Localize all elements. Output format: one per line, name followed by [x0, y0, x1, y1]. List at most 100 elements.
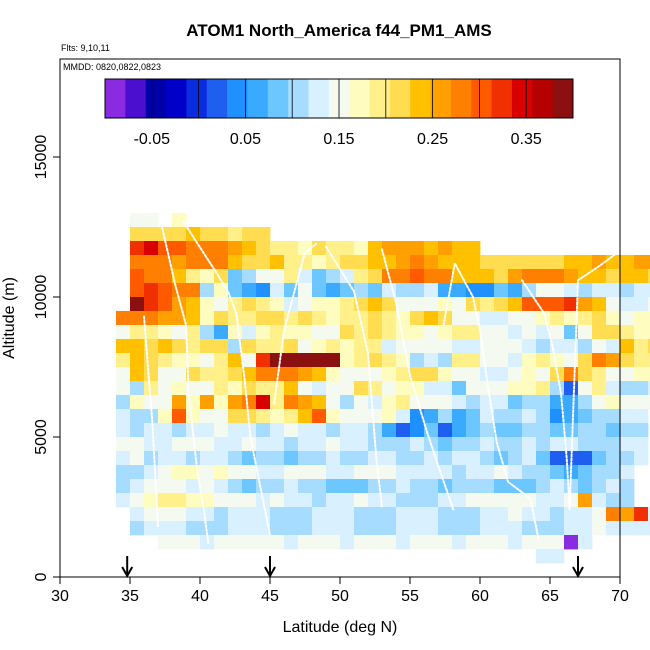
heatmap-cell — [214, 437, 229, 452]
heatmap-cell — [606, 367, 621, 382]
heatmap-cell — [200, 381, 215, 396]
colorbar-swatch — [227, 79, 248, 118]
heatmap-cell — [284, 437, 299, 452]
heatmap-cell — [256, 423, 271, 438]
heatmap-cell — [326, 339, 341, 354]
heatmap-cell — [634, 409, 649, 424]
flight-track — [381, 248, 455, 511]
heatmap-cell — [228, 493, 243, 508]
heatmap-cell — [270, 465, 285, 480]
heatmap-cell — [606, 507, 621, 522]
heatmap-cell — [494, 381, 509, 396]
heatmap-cell — [382, 409, 397, 424]
heatmap-cell — [144, 255, 159, 270]
heatmap-cell — [382, 479, 397, 494]
heatmap-cell — [312, 493, 327, 508]
heatmap-cell — [256, 367, 271, 382]
heatmap-cell — [606, 493, 621, 508]
heatmap-cell — [480, 507, 495, 522]
heatmap-cell — [312, 395, 327, 410]
heatmap-cell — [410, 535, 425, 550]
heatmap-cell — [606, 311, 621, 326]
heatmap-cell — [298, 535, 313, 550]
heatmap-cell — [284, 353, 299, 368]
heatmap-cell — [424, 521, 439, 536]
heatmap-cell — [592, 479, 607, 494]
heatmap-cell — [438, 535, 453, 550]
heatmap-cell — [186, 409, 201, 424]
heatmap-cell — [550, 507, 565, 522]
heatmap-cell — [116, 493, 131, 508]
heatmap-cell — [144, 381, 159, 396]
heatmap-cell — [158, 507, 173, 522]
heatmap-cell — [214, 395, 229, 410]
heatmap-cell — [186, 311, 201, 326]
heatmap-cell — [298, 367, 313, 382]
heatmap-cell — [368, 269, 383, 284]
heatmap-cell — [522, 451, 537, 466]
heatmap-cell — [354, 521, 369, 536]
heatmap-cell — [396, 269, 411, 284]
heatmap-cell — [382, 241, 397, 256]
heatmap-cell — [648, 255, 650, 270]
heatmap-cell — [522, 297, 537, 312]
colorbar-swatch — [369, 79, 391, 118]
heatmap-cell — [228, 409, 243, 424]
heatmap-cell — [144, 297, 159, 312]
heatmap-cell — [578, 353, 593, 368]
heatmap-cell — [606, 353, 621, 368]
heatmap-cell — [242, 353, 257, 368]
x-tick-label: 50 — [331, 588, 349, 605]
heatmap-cell — [228, 325, 243, 340]
heatmap-cell — [298, 255, 313, 270]
heatmap-cell — [480, 255, 495, 270]
heatmap-cell — [270, 423, 285, 438]
heatmap-cell — [200, 241, 215, 256]
heatmap-cell — [466, 521, 481, 536]
heatmap-cell — [550, 325, 565, 340]
heatmap-cell — [144, 367, 159, 382]
x-tick-label: 70 — [611, 588, 629, 605]
heatmap-cell — [116, 451, 131, 466]
flight-marker-arrow-icon — [121, 566, 134, 579]
flight-marker-arrow-icon — [264, 566, 276, 579]
heatmap-cell — [228, 353, 243, 368]
heatmap-cell — [452, 395, 467, 410]
heatmap-cell — [186, 451, 201, 466]
heatmap-cell — [186, 395, 201, 410]
heatmap-cell — [340, 269, 355, 284]
heatmap-cell — [410, 339, 425, 354]
heatmap-cell — [200, 325, 215, 340]
x-axis-label: Latitude (deg N) — [283, 619, 398, 636]
heatmap-cell — [186, 255, 201, 270]
heatmap-cell — [312, 423, 327, 438]
heatmap-cell — [382, 339, 397, 354]
heatmap-cell — [396, 395, 411, 410]
heatmap-cell — [508, 521, 523, 536]
heatmap-cell — [130, 353, 145, 368]
heatmap-cell — [578, 451, 593, 466]
heatmap-cell — [634, 353, 649, 368]
heatmap-cell — [214, 311, 229, 326]
heatmap-cell — [536, 535, 551, 550]
flight-marker-arrow-icon — [572, 566, 584, 579]
heatmap-cell — [172, 479, 187, 494]
heatmap-cell — [158, 241, 173, 256]
heatmap-cell — [312, 297, 327, 312]
heatmap-cell — [172, 297, 187, 312]
heatmap-cell — [648, 283, 650, 298]
colorbar-frame — [104, 78, 574, 119]
heatmap-cell — [536, 255, 551, 270]
heatmap-cell — [200, 451, 215, 466]
heatmap-cell — [270, 269, 285, 284]
heatmap-cell — [158, 437, 173, 452]
heatmap-cell — [242, 451, 257, 466]
heatmap-cell — [564, 395, 579, 410]
heatmap-cell — [592, 255, 607, 270]
heatmap-cell — [564, 493, 579, 508]
heatmap-cell — [620, 325, 635, 340]
heatmap-cell — [270, 493, 285, 508]
heatmap-cell — [620, 493, 635, 508]
heatmap-cell — [298, 507, 313, 522]
